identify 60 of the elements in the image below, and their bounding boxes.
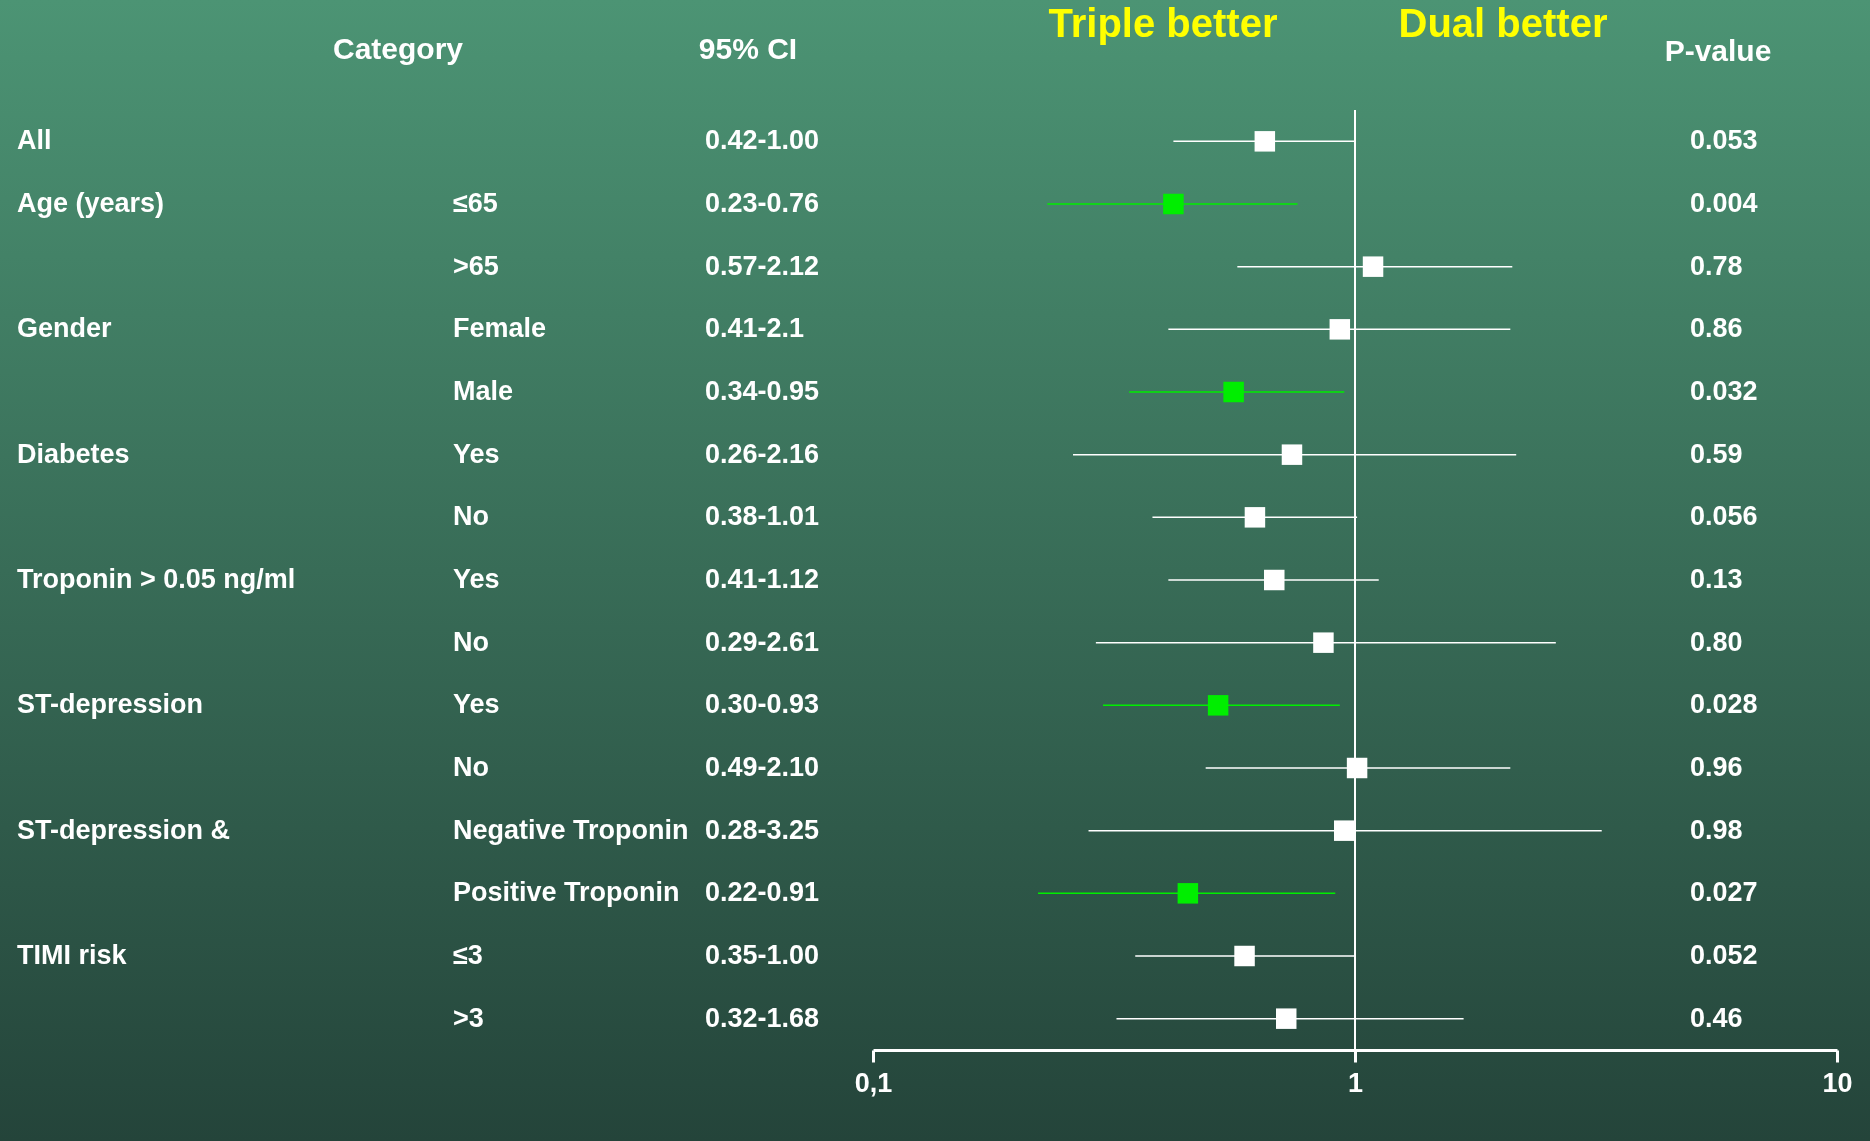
y-tick-label: Yes xyxy=(453,438,500,469)
category-label: Diabetes xyxy=(17,438,130,469)
y2-tick-label: 0.027 xyxy=(1690,877,1758,908)
category-label: Troponin > 0.05 ng/ml xyxy=(17,564,296,594)
y2-tick-label: 0.13 xyxy=(1690,564,1743,594)
category-label: TIMI risk xyxy=(17,940,127,970)
x-tick-label: 1 xyxy=(1347,1067,1364,1098)
y-tick-label: Female xyxy=(453,313,547,344)
text: 0.57-2.12 xyxy=(705,250,820,281)
y-tick-label: Positive Troponin xyxy=(453,877,680,908)
category-label: ST-depression xyxy=(17,689,204,720)
text: 0.26-2.16 xyxy=(705,438,820,469)
y2-tick-label: 0.052 xyxy=(1690,940,1758,970)
y2-tick-label: 0.028 xyxy=(1690,689,1758,720)
y2-tick-label: 0.86 xyxy=(1690,313,1743,344)
text: 0.49-2.10 xyxy=(705,752,820,782)
y-tick-label: >3 xyxy=(453,1002,484,1033)
text: 0.32-1.68 xyxy=(705,1002,820,1033)
y2-tick-label: 0.056 xyxy=(1690,501,1758,532)
y2-tick-label: 0.053 xyxy=(1690,125,1758,156)
text: 0.41-1.12 xyxy=(705,564,820,594)
text: 0.35-1.00 xyxy=(705,940,820,970)
y-tick-label: Yes xyxy=(453,689,500,720)
y-tick-label: >65 xyxy=(453,250,499,281)
category-label: Age (years) xyxy=(17,188,165,218)
text: Dual better xyxy=(1398,1,1608,45)
y2-tick-label: 0.80 xyxy=(1690,626,1743,657)
x-tick-label: 10 xyxy=(1822,1067,1853,1098)
x-tick-label: 0,1 xyxy=(854,1067,893,1098)
text: Category xyxy=(332,32,464,65)
text: 0.23-0.76 xyxy=(705,188,820,218)
category-label: All xyxy=(17,125,52,156)
text: 0.30-0.93 xyxy=(705,689,820,720)
y-tick-label: No xyxy=(453,501,489,532)
y2-tick-label: 0.96 xyxy=(1690,752,1743,782)
y-tick-label: No xyxy=(453,626,489,657)
y-tick-label: No xyxy=(453,752,489,782)
y2-tick-label: 0.78 xyxy=(1690,250,1743,281)
y-tick-label: ≤3 xyxy=(453,940,483,970)
y2-tick-label: 0.004 xyxy=(1690,188,1758,218)
text: 0.41-2.1 xyxy=(705,313,805,344)
y2-tick-label: 0.59 xyxy=(1690,438,1743,469)
text: 0.29-2.61 xyxy=(705,626,820,657)
y-tick-label: Male xyxy=(453,376,514,406)
text: 0.28-3.25 xyxy=(705,814,820,845)
text: 0.34-0.95 xyxy=(705,376,820,406)
y2-tick-label: 0.46 xyxy=(1690,1002,1743,1033)
category-label: Gender xyxy=(17,313,112,344)
text: P-value xyxy=(1664,34,1772,67)
y-tick-label: ≤65 xyxy=(453,188,498,218)
y-tick-label: Negative Troponin xyxy=(453,814,689,845)
y-tick-label: Yes xyxy=(453,564,500,594)
text: 0.22-0.91 xyxy=(705,877,820,908)
y2-tick-label: 0.032 xyxy=(1690,376,1758,406)
text: 0.42-1.00 xyxy=(705,125,820,156)
y2-tick-label: 0.98 xyxy=(1690,814,1743,845)
text: Triple better xyxy=(1048,1,1278,45)
category-label: ST-depression & xyxy=(17,814,231,845)
text: 95% CI xyxy=(698,32,798,65)
text: 0.38-1.01 xyxy=(705,501,820,532)
